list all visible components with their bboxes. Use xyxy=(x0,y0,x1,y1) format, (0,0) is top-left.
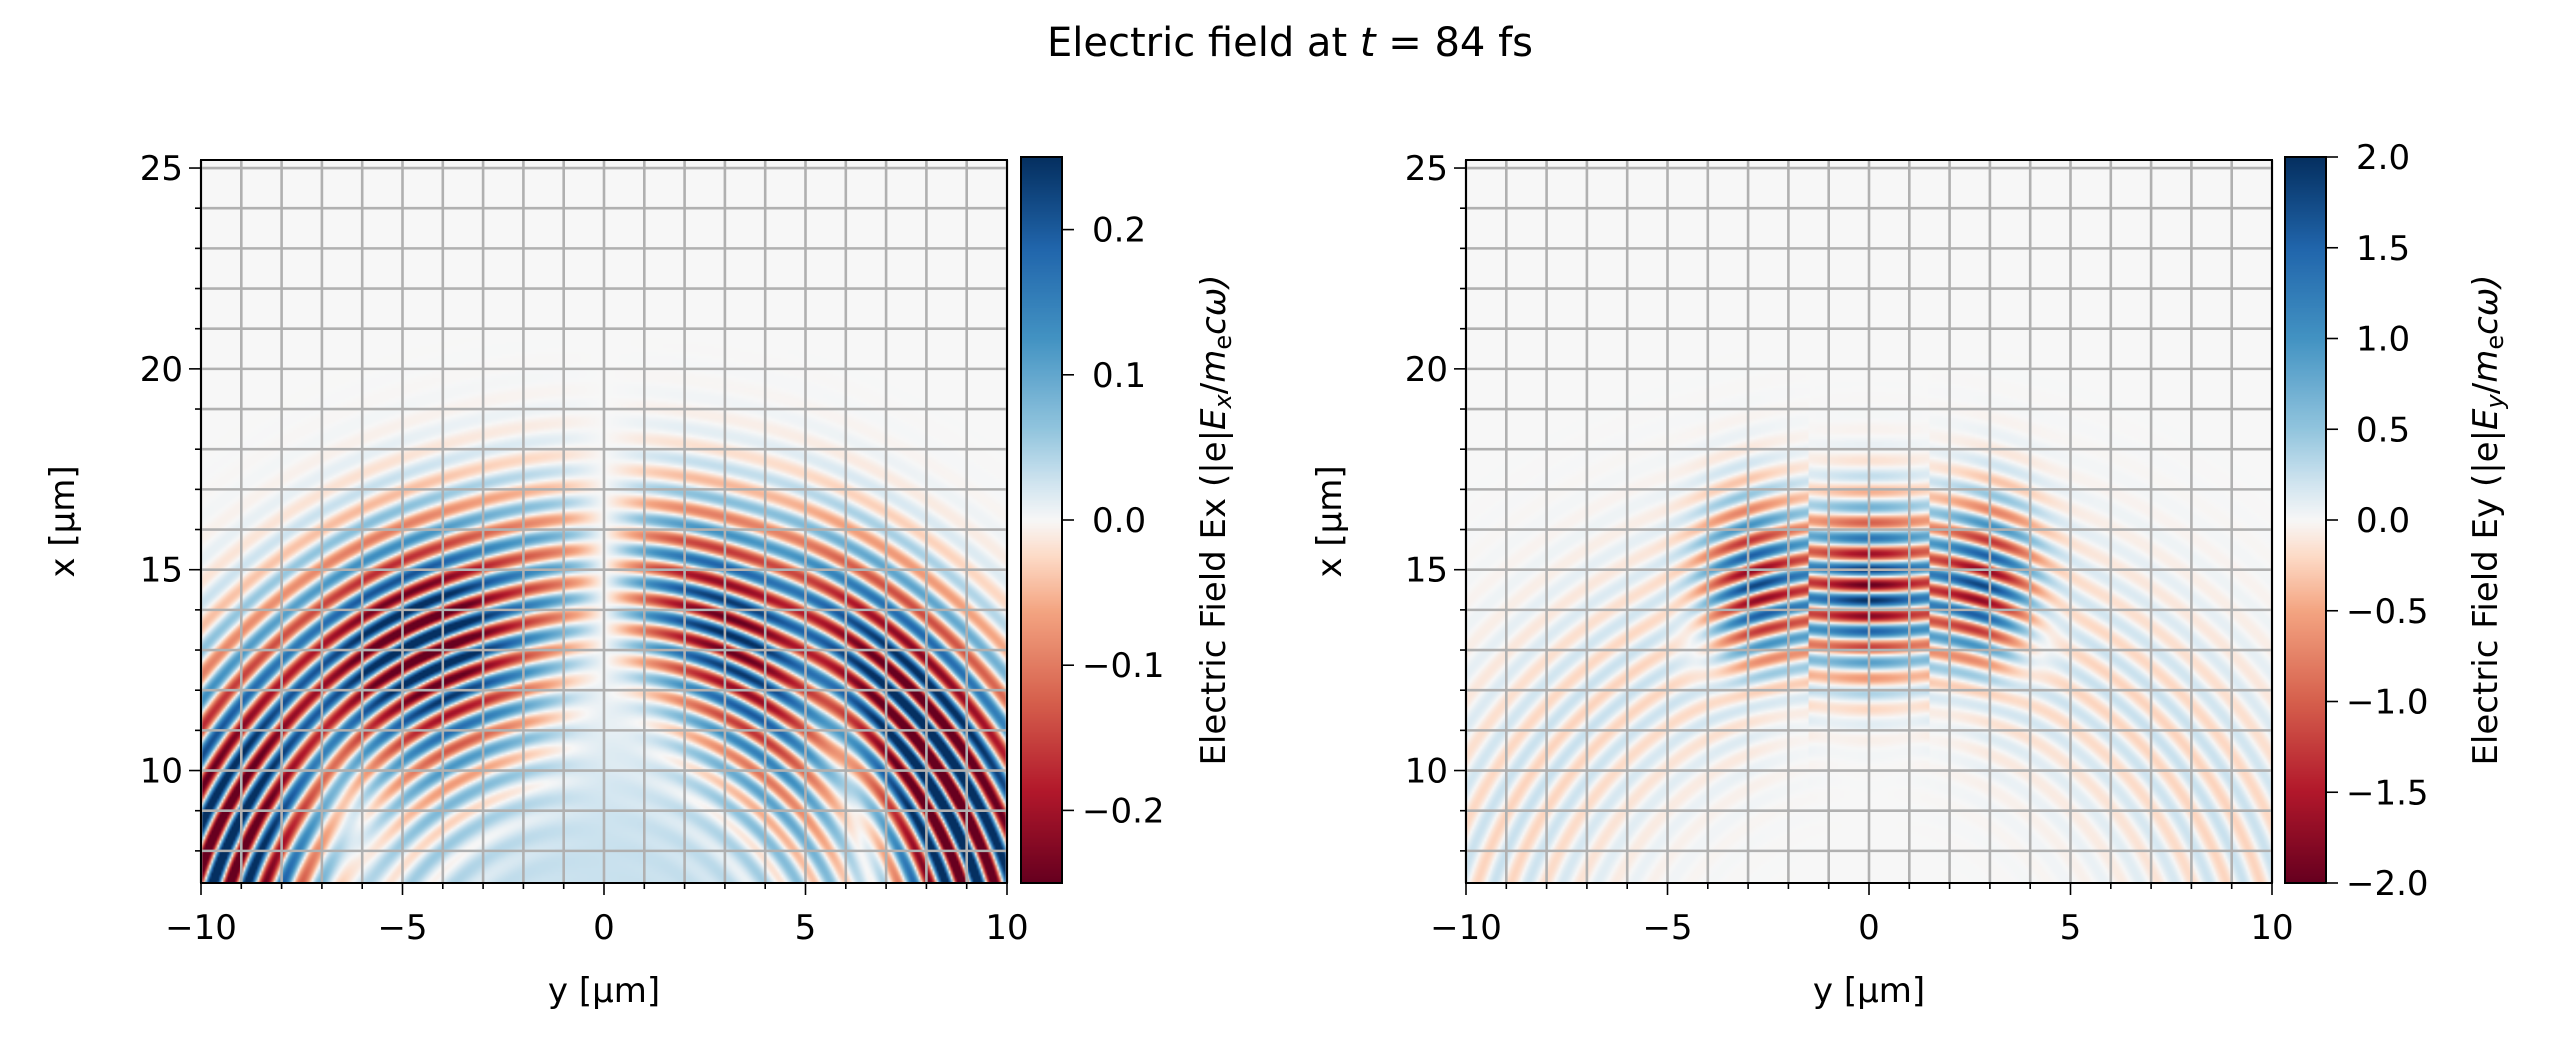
colorbar-tick-label: 0.0 xyxy=(2356,501,2410,541)
y-tick-label: 15 xyxy=(140,551,183,591)
ey-colorbar-gradient xyxy=(2285,157,2326,883)
colorbar-label: Electric Field Ex (|e|Ex/mecω) xyxy=(1194,274,1237,765)
colorbar-tick-label: −0.5 xyxy=(2346,592,2429,632)
grid xyxy=(199,160,1009,883)
colorbar-tick-label: 0.0 xyxy=(1092,501,1146,541)
x-tick-label: −5 xyxy=(377,908,427,948)
x-tick-label: −10 xyxy=(1430,908,1502,948)
colorbar-frame xyxy=(2284,156,2327,884)
y-tick-label: 20 xyxy=(1405,350,1448,390)
x-tick-label: 10 xyxy=(2250,908,2293,948)
x-tick-label: 5 xyxy=(2060,908,2082,948)
colorbar-tick-label: −1.0 xyxy=(2346,683,2429,723)
figure-title: Electric field at t = 84 fs xyxy=(1047,20,1533,66)
x-tick-label: 0 xyxy=(1858,908,1880,948)
y-axis-label: x [µm] xyxy=(1310,465,1350,577)
x-tick-label: −10 xyxy=(165,908,237,948)
y-tick-label: 10 xyxy=(1405,752,1448,792)
y-tick-label: 25 xyxy=(1405,149,1448,189)
colorbar-tick-label: −0.1 xyxy=(1082,646,1165,686)
panel-ex: −10 −5 0 5 10 10 15 20 25 y [µm] x [µm] −0.2 −0.1 0.0… xyxy=(43,149,1237,1011)
colorbar: −2.0 −1.5 −1.0 −0.5 0.0 0.5 1.0 1.5 2.0 Electric … xyxy=(2284,138,2509,904)
y-tick-label: 10 xyxy=(140,752,183,792)
colorbar-tick-label: 0.2 xyxy=(1092,211,1146,251)
colorbar: −0.2 −0.1 0.0 0.1 0.2 Electric Field Ex (|e|E… xyxy=(1020,156,1237,884)
x-tick-label: 5 xyxy=(795,908,817,948)
colorbar-tick-label: 1.5 xyxy=(2356,229,2410,269)
colorbar-tick-label: −1.5 xyxy=(2346,773,2429,813)
colorbar-tick-label: −0.2 xyxy=(1082,791,1165,831)
axes-frame xyxy=(200,159,1008,884)
grid xyxy=(1464,160,2274,883)
x-tick-label: 0 xyxy=(593,908,615,948)
panel-ey: −10 −5 0 5 10 10 15 20 25 y [µm] x [µm] −2.0 −1.5 −1.… xyxy=(1310,138,2509,1011)
colorbar-label: Electric Field Ey (|e|Ey/mecω) xyxy=(2466,274,2509,765)
colorbar-tick-label: −2.0 xyxy=(2346,864,2429,904)
title-suffix: = 84 fs xyxy=(1376,20,1533,66)
colorbar-tick-label: 0.1 xyxy=(1092,356,1146,396)
y-tick-label: 15 xyxy=(1405,551,1448,591)
y-axis-label: x [µm] xyxy=(43,465,83,577)
axes-frame xyxy=(1465,159,2273,884)
y-tick-label: 25 xyxy=(140,149,183,189)
ex-colorbar-gradient xyxy=(1021,157,1062,883)
title-prefix: Electric field at xyxy=(1047,20,1360,66)
y-tick-label: 20 xyxy=(140,350,183,390)
title-variable: t xyxy=(1360,20,1377,66)
x-tick-label: −5 xyxy=(1642,908,1692,948)
colorbar-frame xyxy=(1020,156,1063,884)
colorbar-tick-label: 1.0 xyxy=(2356,320,2410,360)
colorbar-tick-label: 2.0 xyxy=(2356,138,2410,178)
x-axis-label: y [µm] xyxy=(1813,971,1925,1011)
x-tick-label: 10 xyxy=(985,908,1028,948)
colorbar-tick-label: 0.5 xyxy=(2356,410,2410,450)
x-axis-label: y [µm] xyxy=(548,971,660,1011)
